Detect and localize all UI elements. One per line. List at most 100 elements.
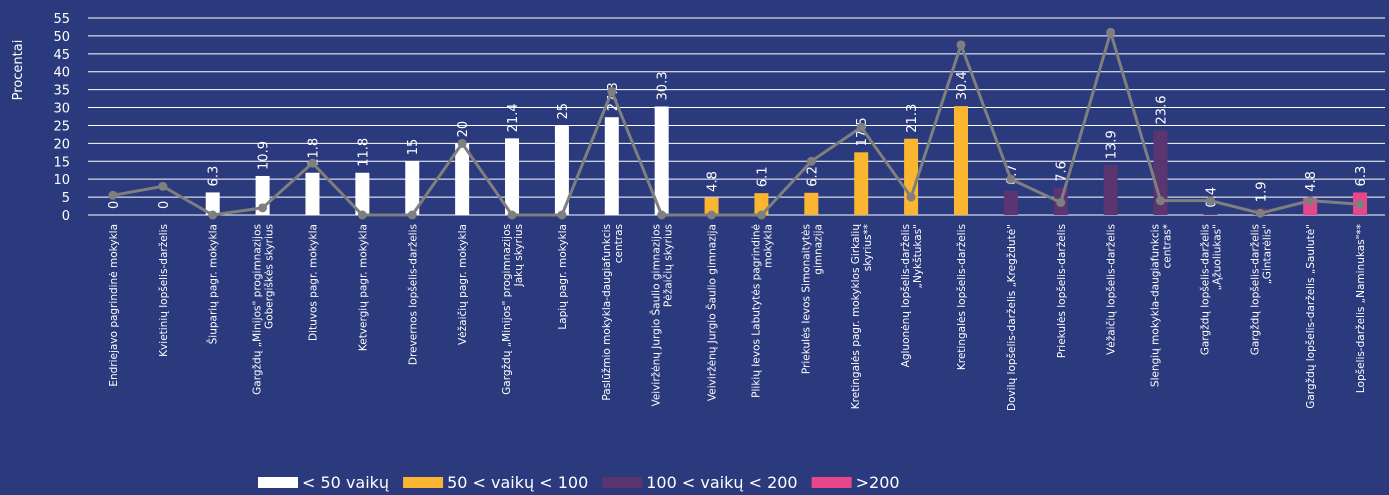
x-tick-label: Veiviržėnų Jurgio Šaulio gimnazijos (650, 224, 663, 407)
line-point (357, 210, 367, 220)
value-label: 23.6 (1155, 96, 1170, 125)
line-point (1006, 174, 1016, 184)
line-point (607, 86, 617, 96)
value-label: 6.1 (755, 166, 770, 187)
value-label: 21.3 (905, 104, 920, 133)
y-tick-label: 10 (53, 173, 70, 188)
x-tick-label: Dituvos pagr. mokykla (307, 224, 319, 341)
bar (1103, 165, 1118, 215)
x-tick-label: „Gintarėlis" (1261, 224, 1273, 284)
legend-label: 100 < vaikų < 200 (646, 473, 797, 492)
line-series (112, 27, 1361, 217)
line-point (657, 210, 667, 220)
x-tick-label: Vėžaičių pagr. mokykla (457, 224, 469, 345)
bar (355, 172, 370, 215)
line-point (557, 210, 567, 220)
x-tick-label: gimnazija (812, 224, 824, 275)
bar (804, 192, 819, 215)
y-tick-label: 0 (62, 209, 70, 224)
x-tick-label: Kretingalės lopšelis-darželis (956, 224, 968, 370)
bar (1003, 191, 1018, 215)
line-point (258, 203, 268, 213)
line-point (1255, 208, 1265, 218)
x-tick-label: „Ąžuoliukas" (1211, 224, 1223, 290)
value-label: 15 (406, 139, 421, 156)
legend-swatch (403, 477, 444, 488)
value-label: 11.8 (356, 138, 371, 167)
line-point (1205, 196, 1215, 206)
x-tick-label: Kretingalės pagr. mokyklos Girkalių (850, 224, 862, 410)
legend-label: < 50 vaikų (302, 473, 389, 492)
x-tick-label: centras (613, 224, 625, 263)
x-tick-label: Agluonėnų lopšelis-darželis (900, 224, 912, 367)
line-point (906, 192, 916, 202)
value-label: 10.9 (257, 141, 272, 170)
x-tick-label: centras* (1162, 224, 1174, 268)
y-tick-label: 35 (53, 84, 70, 99)
bar (904, 138, 919, 215)
bar (405, 161, 420, 215)
y-tick-label: 20 (53, 137, 70, 152)
bar (854, 152, 869, 215)
bar (1203, 213, 1218, 215)
value-label: 20 (456, 121, 471, 138)
x-tick-label: Vėžaičių lopšelis-darželis (1106, 224, 1118, 355)
line-point (407, 210, 417, 220)
x-tick-label: Ketvergių pagr. mokykla (357, 224, 369, 351)
x-tick-label: Jakų skyrius (513, 224, 525, 287)
x-tick-label: Endriejavo pagrindinė mokykla (108, 224, 120, 387)
x-tick-label: Lopšelis-darželis „Naminukas"** (1355, 224, 1367, 393)
y-tick-label: 55 (53, 12, 70, 27)
x-tick-label: Priekulės lopšelis-darželis (1056, 224, 1068, 358)
value-label: 21.4 (506, 103, 521, 132)
line-point (208, 210, 218, 220)
bar (704, 197, 719, 215)
line-point (1355, 199, 1365, 209)
line-point (457, 138, 467, 148)
x-tick-label: Plikių Ievos Labutytės pagrindinė (750, 224, 762, 398)
y-axis-label: Procentai (11, 40, 26, 101)
x-tick-label: Slengių mokykla-daugiafunkcis (1150, 224, 1162, 387)
value-label: 13.9 (1105, 130, 1120, 159)
line-point (756, 210, 766, 220)
x-tick-label: Dovilų lopšelis-darželis „Kregždutė" (1006, 224, 1018, 411)
x-tick-label: Priekulės Ievos Simonaitytės (800, 224, 812, 374)
x-tick-label: Gargždų „Minijos" progimnazijos (501, 224, 513, 395)
value-label: 0 (107, 201, 122, 209)
y-tick-label: 5 (62, 191, 70, 206)
value-label: 30.3 (656, 72, 671, 101)
x-tick-label: Gargždų lopšelis-darželis (1249, 224, 1261, 355)
y-tick-label: 25 (53, 119, 70, 134)
line-point (1305, 196, 1315, 206)
x-tick-label: Gargždų lopšelis-darželis „Saulutė" (1305, 224, 1317, 409)
y-tick-label: 15 (53, 155, 70, 170)
line-point (108, 190, 118, 200)
line-point (158, 181, 168, 191)
value-label: 6.3 (1354, 166, 1369, 187)
legend-swatch (258, 477, 298, 488)
line-point (307, 158, 317, 168)
value-label: 4.8 (1304, 171, 1319, 192)
value-label: 7.6 (1055, 161, 1070, 182)
x-tick-label: mokykla (762, 224, 774, 268)
line-point (507, 210, 517, 220)
value-label: 1.9 (1254, 182, 1269, 203)
x-tick-label: Pėžaičių skyrius (663, 224, 675, 307)
legend-label: >200 (856, 473, 900, 492)
y-tick-label: 30 (53, 102, 70, 117)
bar (654, 106, 669, 215)
value-label: 30.4 (955, 71, 970, 100)
value-label: 25 (556, 103, 571, 120)
x-tick-label: Gargždų lopšelis-darželis (1199, 224, 1211, 355)
x-tick-label: Drevernos lopšelis-darželis (407, 224, 419, 365)
bar (455, 143, 470, 215)
bar (305, 172, 320, 215)
legend-swatch (602, 477, 643, 488)
bar (554, 125, 569, 215)
value-label: 4.8 (706, 171, 721, 192)
bar (505, 138, 520, 215)
x-tick-label: Gobergiškės skyrius (264, 224, 276, 329)
x-tick-label: Lapių pagr. mokykla (557, 224, 569, 330)
bar (205, 192, 220, 215)
line-point (1156, 196, 1166, 206)
